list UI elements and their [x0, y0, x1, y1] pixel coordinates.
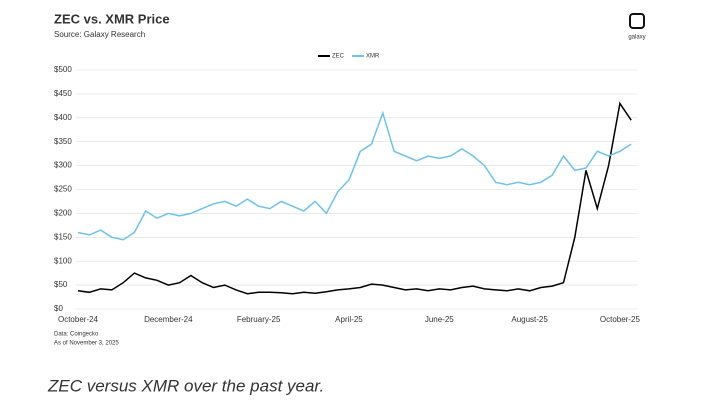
- y-tick-label: $450: [54, 89, 72, 98]
- x-tick-label: April-25: [335, 315, 363, 324]
- y-tick-label: $150: [54, 232, 72, 241]
- y-tick-label: $100: [54, 256, 72, 265]
- x-tick-label: June-25: [425, 315, 454, 324]
- logo-text: galaxy: [628, 35, 645, 41]
- x-tick-label: August-25: [511, 315, 548, 324]
- x-tick-label: October-24: [58, 315, 99, 324]
- x-tick-label: February-25: [237, 315, 281, 324]
- note: Data: Coingecko: [54, 332, 99, 338]
- legend-label: ZEC: [332, 54, 345, 60]
- note: As of November 3, 2025: [54, 341, 119, 347]
- y-tick-label: $400: [54, 113, 72, 122]
- y-tick-label: $350: [54, 137, 72, 146]
- caption: ZEC versus XMR over the past year.: [47, 376, 324, 395]
- x-tick-label: December-24: [144, 315, 193, 324]
- y-tick-label: $0: [54, 304, 63, 313]
- chart-subtitle: Source: Galaxy Research: [54, 30, 145, 39]
- y-tick-label: $300: [54, 161, 72, 170]
- logo-icon: [629, 13, 645, 29]
- series-line: [77, 110, 632, 241]
- legend-label: XMR: [366, 54, 380, 60]
- y-tick-label: $500: [54, 65, 72, 74]
- y-tick-label: $50: [54, 280, 68, 289]
- series-line: [77, 101, 632, 295]
- y-tick-label: $250: [54, 185, 72, 194]
- x-tick-label: October-25: [600, 315, 641, 324]
- y-tick-label: $200: [54, 209, 72, 218]
- chart-title: ZEC vs. XMR Price: [54, 11, 170, 26]
